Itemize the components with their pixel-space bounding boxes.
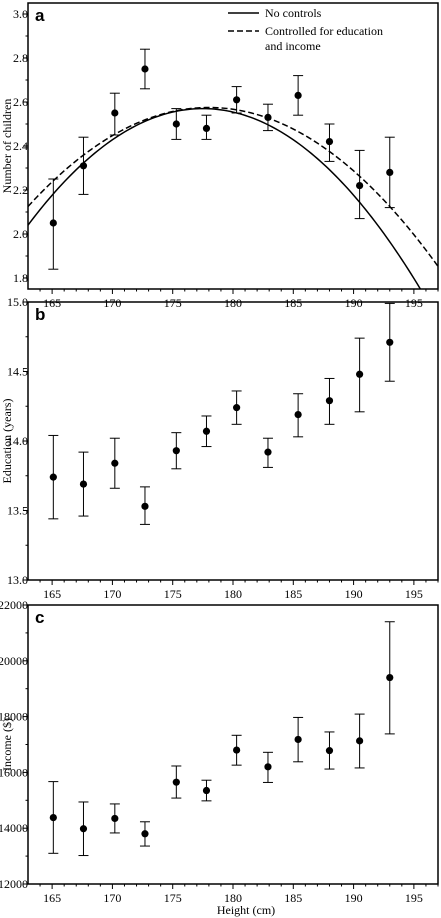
x-tick-label: 170: [103, 587, 121, 601]
y-tick-label: 13.5: [7, 504, 28, 518]
y-tick-label: 16000: [0, 765, 28, 779]
legend-label-controlled-line2: and income: [265, 39, 321, 53]
data-point: [49, 813, 57, 822]
y-tick-label: 14.0: [7, 434, 28, 448]
y-tick-label: 2.8: [13, 51, 28, 65]
data-point: [202, 124, 211, 132]
y-tick-label: 1.8: [13, 271, 28, 285]
y-axis-label: Number of children: [0, 99, 14, 194]
x-tick-label: 185: [284, 587, 302, 601]
x-tick-label: 180: [224, 587, 242, 601]
data-point: [172, 447, 180, 455]
x-tick-label: 190: [345, 587, 363, 601]
data-point: [386, 673, 394, 682]
y-tick-label: 2.0: [13, 227, 28, 241]
y-tick-label: 12000: [0, 877, 28, 891]
x-tick-label: 185: [284, 891, 302, 905]
data-point: [79, 825, 88, 833]
x-tick-label: 175: [164, 296, 182, 310]
data-point: [141, 65, 149, 73]
data-point: [264, 113, 272, 121]
y-axis-label: Education (years): [0, 399, 14, 484]
data-point: [294, 91, 302, 99]
series-line-no-controls: [28, 107, 422, 289]
x-axis-label: Height (cm): [217, 903, 275, 917]
data-point: [356, 182, 364, 190]
y-tick-label: 13.0: [7, 573, 28, 587]
legend-label-no-controls: No controls: [265, 6, 322, 20]
x-tick-label: 175: [164, 891, 182, 905]
y-tick-label: 2.4: [13, 139, 28, 153]
y-axis-label: Income ($): [0, 718, 14, 771]
panel-c: 165 170 175 180 185 190 195 12000 14000 16000 1800…: [0, 598, 439, 905]
y-tick-label: 2.6: [13, 95, 28, 109]
y-tick-label: 14.5: [7, 365, 28, 379]
data-point: [356, 737, 364, 745]
x-tick-label: 195: [405, 891, 423, 905]
data-point: [264, 448, 272, 456]
data-point: [49, 219, 57, 227]
data-point: [294, 735, 302, 744]
data-point: [172, 120, 180, 128]
x-tick-label: 195: [405, 587, 423, 601]
data-point: [325, 138, 334, 146]
panel-b: 165 170 175 180 185 190 195 13.0 13.5 14.0 14.5 15.…: [0, 295, 439, 601]
plot-frame: [27, 301, 439, 581]
data-point: [111, 814, 119, 823]
data-point: [49, 473, 57, 481]
data-point: [172, 778, 180, 786]
data-point: [111, 109, 119, 117]
data-point: [111, 459, 119, 467]
data-point: [386, 168, 394, 176]
panel-letter: b: [35, 305, 45, 324]
plot-frame: [27, 2, 439, 290]
data-point: [141, 502, 149, 510]
x-tick-label: 190: [345, 891, 363, 905]
data-point: [294, 410, 302, 419]
data-point: [202, 786, 211, 795]
series-line-controlled: [28, 106, 438, 267]
panels: 165 170 175 180 185 190 195 1.8 2.0 2.2 2.4 2.6 2.8 3…: [0, 2, 439, 905]
data-point: [79, 162, 88, 170]
y-tick-label: 3.0: [13, 7, 28, 21]
x-tick-label: 185: [284, 296, 302, 310]
panel-letter: c: [35, 608, 44, 627]
data-point: [79, 480, 88, 488]
data-point: [233, 404, 241, 412]
data-point: [233, 746, 241, 754]
y-tick-label: 22000: [0, 598, 28, 612]
plot-frame: [27, 604, 439, 885]
data-point: [141, 830, 149, 838]
x-tick-label: 175: [164, 587, 182, 601]
data-point: [325, 747, 334, 755]
y-tick-label: 15.0: [7, 295, 28, 309]
x-tick-label: 195: [405, 296, 423, 310]
y-tick-label: 14000: [0, 821, 28, 835]
data-point: [325, 397, 334, 405]
data-point: [356, 370, 364, 378]
y-tick-label: 20000: [0, 654, 28, 668]
y-tick-label: 2.2: [13, 183, 28, 197]
panel-letter: a: [35, 6, 45, 25]
x-tick-label: 190: [345, 296, 363, 310]
x-tick-label: 165: [43, 891, 61, 905]
x-tick-label: 165: [43, 296, 61, 310]
legend-label-controlled: Controlled for education: [265, 24, 383, 38]
data-point: [264, 763, 272, 771]
data-point: [202, 427, 211, 435]
y-tick-label: 18000: [0, 710, 28, 724]
panel-a: 165 170 175 180 185 190 195 1.8 2.0 2.2 2.4 2.6 2.8 3…: [0, 2, 439, 310]
data-point: [386, 338, 394, 346]
x-tick-label: 165: [43, 587, 61, 601]
x-tick-label: 170: [103, 296, 121, 310]
data-point: [233, 96, 241, 104]
x-tick-label: 170: [103, 891, 121, 905]
x-tick-label: 180: [224, 296, 242, 310]
x-tick-label: 180: [224, 891, 242, 905]
